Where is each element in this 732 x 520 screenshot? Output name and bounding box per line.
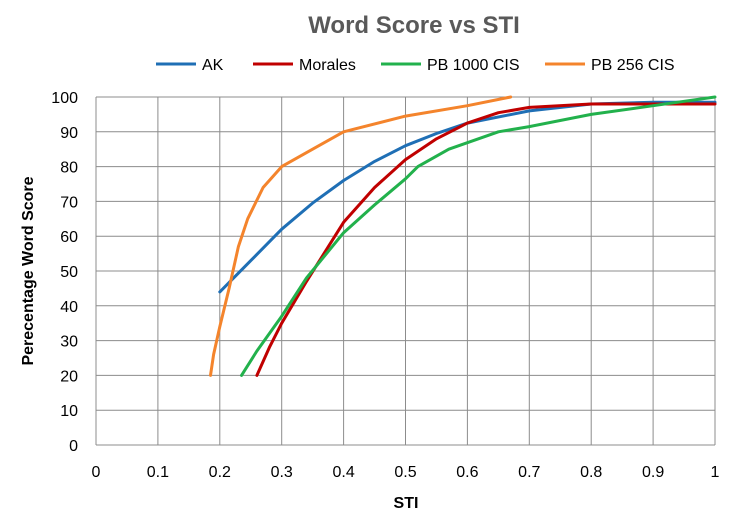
y-tick-label: 60 (60, 229, 78, 246)
y-tick-label: 90 (60, 125, 78, 142)
y-tick-label: 30 (60, 334, 78, 351)
x-tick-label: 0.2 (209, 464, 231, 481)
legend-label: PB 1000 CIS (427, 57, 520, 74)
grid (95, 96, 716, 446)
series-line-pb-1000-cis (240, 95, 717, 377)
y-tick-label: 50 (60, 264, 78, 281)
series-line-morales (255, 102, 717, 377)
x-tick-label: 0.9 (642, 464, 664, 481)
legend-label: Morales (299, 57, 356, 74)
x-tick-label: 0 (92, 464, 101, 481)
y-tick-label: 0 (69, 438, 78, 455)
legend-label: PB 256 CIS (591, 57, 675, 74)
y-tick-label: 80 (60, 160, 78, 177)
y-tick-label: 100 (51, 90, 78, 107)
chart-title: Word Score vs STI (308, 12, 520, 39)
x-tick-label: 0.5 (394, 464, 416, 481)
x-tick-label: 1 (711, 464, 720, 481)
x-tick-label: 0.1 (147, 464, 169, 481)
x-axis-title: STI (394, 495, 419, 512)
x-tick-label: 0.8 (580, 464, 602, 481)
plot-area (209, 95, 717, 377)
x-tick-label: 0.7 (518, 464, 540, 481)
y-axis-title: Perecentage Word Score (20, 176, 37, 365)
y-tick-label: 20 (60, 368, 78, 385)
x-tick-label: 0.6 (456, 464, 478, 481)
y-tick-label: 40 (60, 299, 78, 316)
x-axis-tick-labels: 0 0.1 0.2 0.3 0.4 0.5 0.6 0.7 0.8 0.9 1 (92, 464, 720, 481)
y-tick-label: 10 (60, 403, 78, 420)
legend: AK Morales PB 1000 CIS PB 256 CIS (156, 57, 675, 74)
y-tick-label: 70 (60, 194, 78, 211)
series-line-pb-256-cis (209, 95, 513, 377)
x-tick-label: 0.3 (271, 464, 293, 481)
legend-label: AK (202, 57, 224, 74)
y-axis-tick-labels: 0 10 20 30 40 50 60 70 80 90 100 (51, 90, 78, 455)
x-tick-label: 0.4 (332, 464, 354, 481)
